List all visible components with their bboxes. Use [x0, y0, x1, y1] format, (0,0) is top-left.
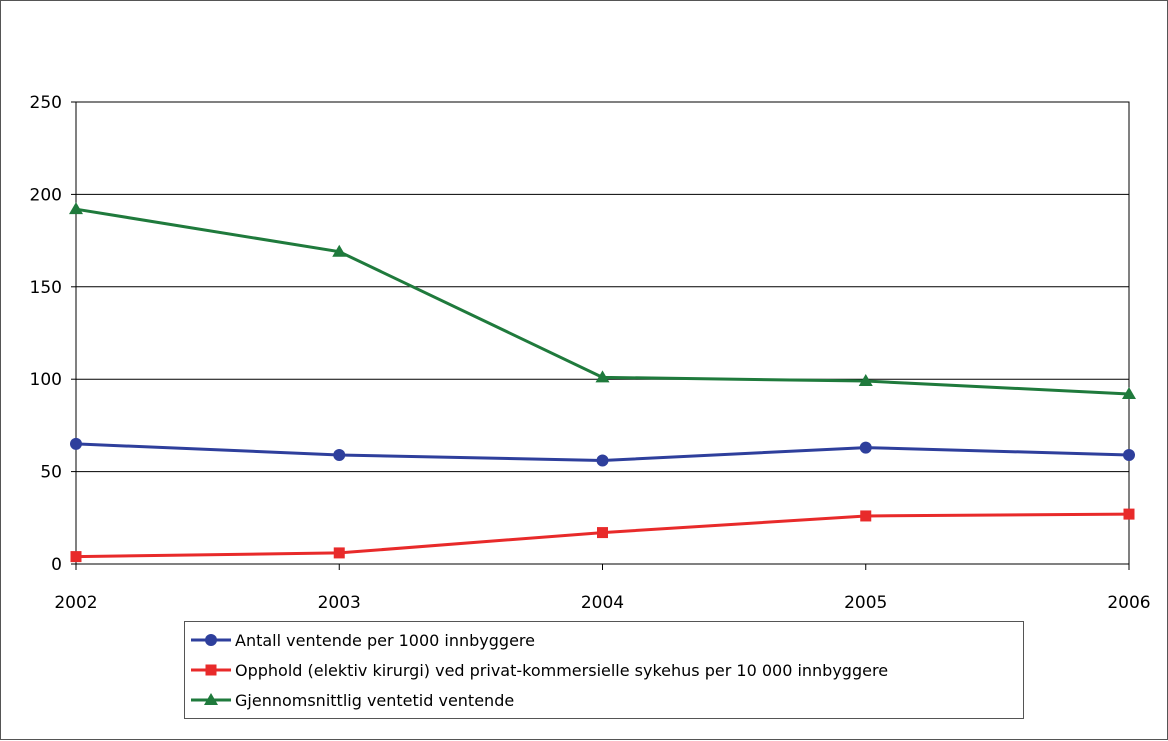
series-0 — [70, 437, 1135, 467]
series-0-point-2003 — [333, 448, 346, 461]
series-2 — [69, 202, 1136, 399]
y-tick-label-50: 50 — [40, 463, 62, 483]
gridlines — [76, 101, 1129, 473]
y-tick-labels: 0 50 100 150 200 250 — [30, 93, 62, 575]
axes — [71, 101, 1130, 570]
legend-swatch-0 — [191, 634, 231, 646]
legend-label-1: Opphold (elektiv kirurgi) ved privat-kom… — [235, 660, 889, 680]
series-1-point-2004 — [597, 527, 608, 539]
x-tick-labels: 2002 2003 2004 2005 2006 — [54, 593, 1150, 613]
series-2-point-2005 — [858, 374, 873, 387]
series-0-point-2002 — [70, 437, 82, 450]
x-tick-label-2005: 2005 — [844, 593, 887, 613]
series-0-point-2004 — [596, 454, 609, 467]
series-0-point-2005 — [859, 441, 872, 454]
legend-marker-0 — [205, 634, 217, 646]
x-tick-label-2006: 2006 — [1107, 593, 1150, 613]
legend-marker-1 — [205, 664, 217, 676]
legend-label-0: Antall ventende per 1000 innbyggere — [235, 630, 535, 650]
legend-swatch-2 — [191, 693, 231, 705]
legend-item-2: Gjennomsnittlig ventetid ventende — [185, 688, 1021, 712]
series-0-point-2006 — [1123, 448, 1135, 461]
legend-item-1: Opphold (elektiv kirurgi) ved privat-kom… — [185, 658, 1021, 682]
series-1-point-2005 — [860, 510, 872, 522]
series-1-point-2003 — [333, 547, 345, 559]
x-tick-label-2004: 2004 — [581, 593, 624, 613]
series-1 — [70, 508, 1135, 563]
x-tick-label-2003: 2003 — [318, 593, 361, 613]
series-lines — [69, 202, 1136, 563]
series-2-point-2004 — [595, 370, 610, 383]
legend-swatch-1 — [191, 664, 231, 676]
legend-item-0: Antall ventende per 1000 innbyggere — [185, 628, 1021, 652]
y-tick-label-150: 150 — [30, 278, 62, 298]
series-1-point-2002 — [70, 551, 82, 563]
legend-label-2: Gjennomsnittlig ventetid ventende — [235, 690, 515, 710]
series-2-point-2006 — [1122, 386, 1136, 399]
legend-marker-2 — [204, 693, 218, 705]
y-tick-label-250: 250 — [30, 93, 62, 113]
series-2-point-2003 — [332, 244, 347, 257]
series-2-point-2002 — [69, 202, 83, 215]
series-2-line — [75, 207, 1130, 396]
series-1-point-2006 — [1123, 508, 1135, 520]
x-tick-label-2002: 2002 — [54, 593, 97, 613]
plot-area-border — [75, 101, 1130, 565]
y-tick-label-0: 0 — [51, 555, 62, 575]
y-tick-label-100: 100 — [30, 370, 62, 390]
legend: Antall ventende per 1000 innbyggere Opph… — [184, 621, 1024, 719]
y-tick-label-200: 200 — [30, 185, 62, 205]
